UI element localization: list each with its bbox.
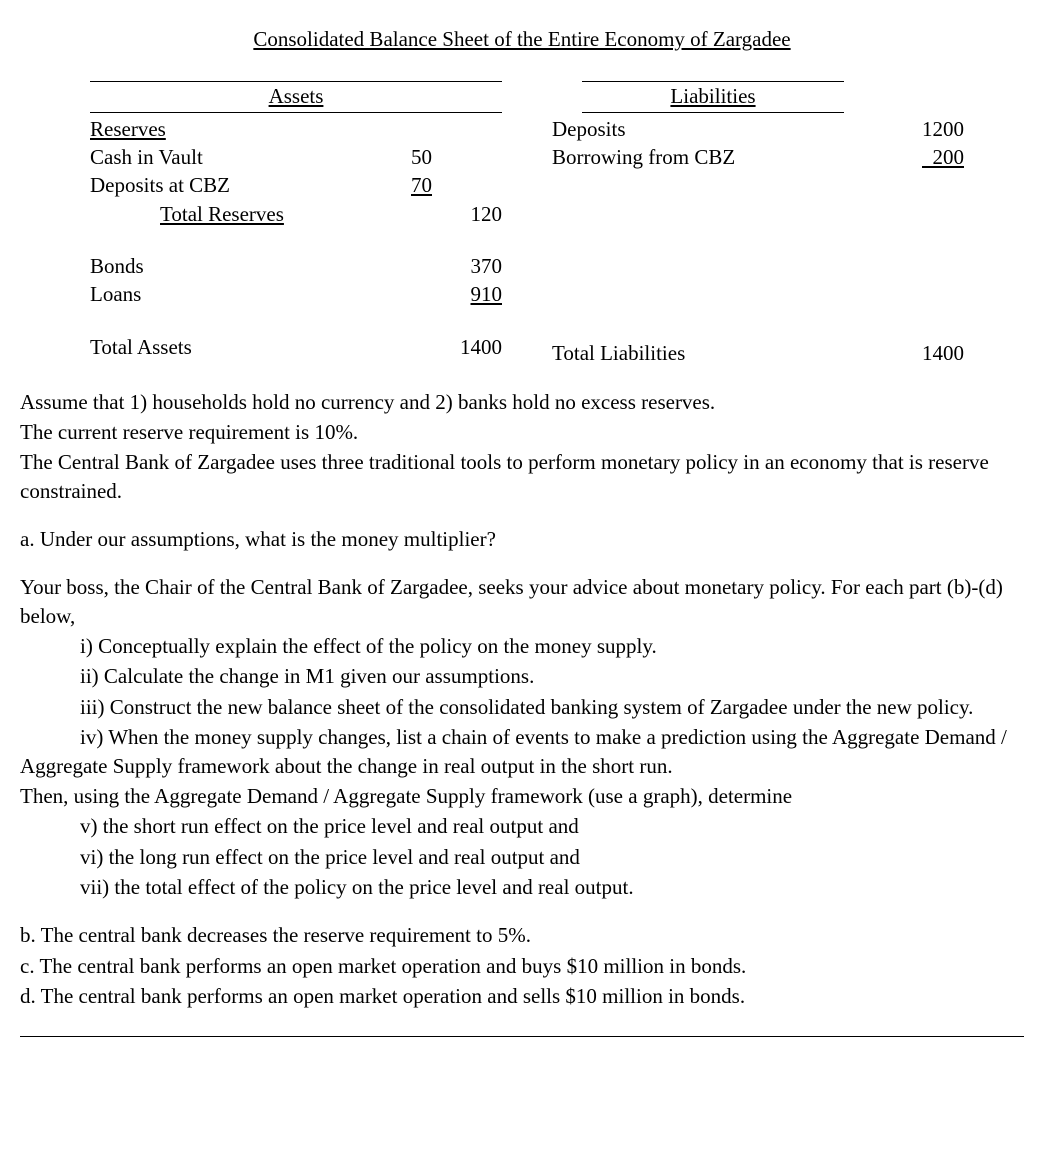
assets-header: Assets [90, 81, 502, 112]
sub-i: i) Conceptually explain the effect of th… [20, 632, 1024, 660]
balance-sheet: Assets Reserves Cash in Vault 50 Deposit… [20, 81, 1024, 367]
sub-iii: iii) Construct the new balance sheet of … [20, 693, 1024, 721]
boss-paragraph: Your boss, the Chair of the Central Bank… [20, 573, 1024, 630]
liabilities-header: Liabilities [582, 81, 844, 112]
assumption-line-3: The Central Bank of Zargadee uses three … [20, 448, 1024, 505]
then-paragraph: Then, using the Aggregate Demand / Aggre… [20, 782, 1024, 810]
question-a: a. Under our assumptions, what is the mo… [20, 525, 1024, 553]
question-c: c. The central bank performs an open mar… [20, 952, 1024, 980]
loans-row: Loans 910 [90, 280, 502, 308]
sub-vi: vi) the long run effect on the price lev… [20, 843, 1024, 871]
total-reserves-row: Total Reserves 120 [90, 200, 502, 228]
bonds-row: Bonds 370 [90, 252, 502, 280]
sub-ii: ii) Calculate the change in M1 given our… [20, 662, 1024, 690]
total-liabilities-row: Total Liabilities 1400 [552, 339, 964, 367]
liabilities-column: Liabilities Deposits 1200 Borrowing from… [542, 81, 964, 367]
sub-iv: iv) When the money supply changes, list … [20, 723, 1024, 780]
sub-vii: vii) the total effect of the policy on t… [20, 873, 1024, 901]
deposits-row: Deposits 1200 [552, 115, 964, 143]
borrow-row: Borrowing from CBZ 200 [552, 143, 964, 171]
reserves-row: Reserves [90, 115, 502, 143]
question-d: d. The central bank performs an open mar… [20, 982, 1024, 1010]
assets-column: Assets Reserves Cash in Vault 50 Deposit… [90, 81, 542, 367]
assumption-line-2: The current reserve requirement is 10%. [20, 418, 1024, 446]
cash-row: Cash in Vault 50 [90, 143, 502, 171]
deposits-cbz-row: Deposits at CBZ 70 [90, 171, 502, 199]
question-b: b. The central bank decreases the reserv… [20, 921, 1024, 949]
bottom-rule [20, 1036, 1024, 1037]
sub-v: v) the short run effect on the price lev… [20, 812, 1024, 840]
total-assets-row: Total Assets 1400 [90, 333, 502, 361]
assumption-line-1: Assume that 1) households hold no curren… [20, 388, 1024, 416]
document-title: Consolidated Balance Sheet of the Entire… [20, 25, 1024, 53]
